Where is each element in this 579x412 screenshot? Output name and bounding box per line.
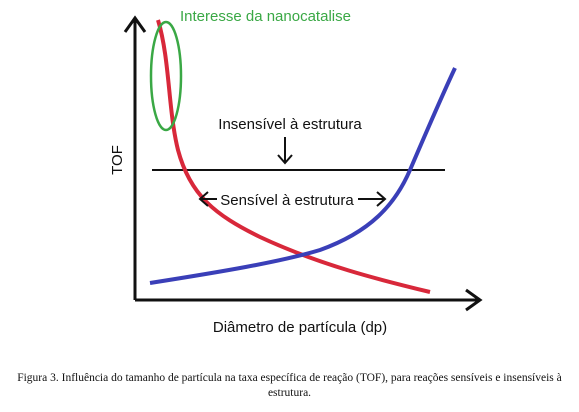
axes	[123, 15, 483, 312]
highlight-ellipse	[149, 20, 183, 132]
sensitive-curve-blue	[149, 67, 457, 285]
caption: Figura 3. Influência do tamanho de partí…	[17, 372, 562, 399]
side-arrows	[198, 191, 387, 207]
annotation-top: Interesse da nanocatalise	[180, 8, 351, 25]
insensitive-label: Insensível à estrutura	[218, 116, 362, 133]
y-axis-label: TOF	[109, 145, 126, 175]
sensitive-label: Sensível à estrutura	[220, 192, 354, 209]
x-axis-label: Diâmetro de partícula (dp)	[213, 319, 387, 336]
x-axis-arrow	[465, 288, 483, 312]
diagram: Interesse da nanocatalise Insensível à e…	[109, 8, 483, 336]
sensitive-curve-red	[156, 19, 431, 294]
y-axis-arrow	[123, 15, 147, 33]
down-arrow	[277, 137, 293, 165]
